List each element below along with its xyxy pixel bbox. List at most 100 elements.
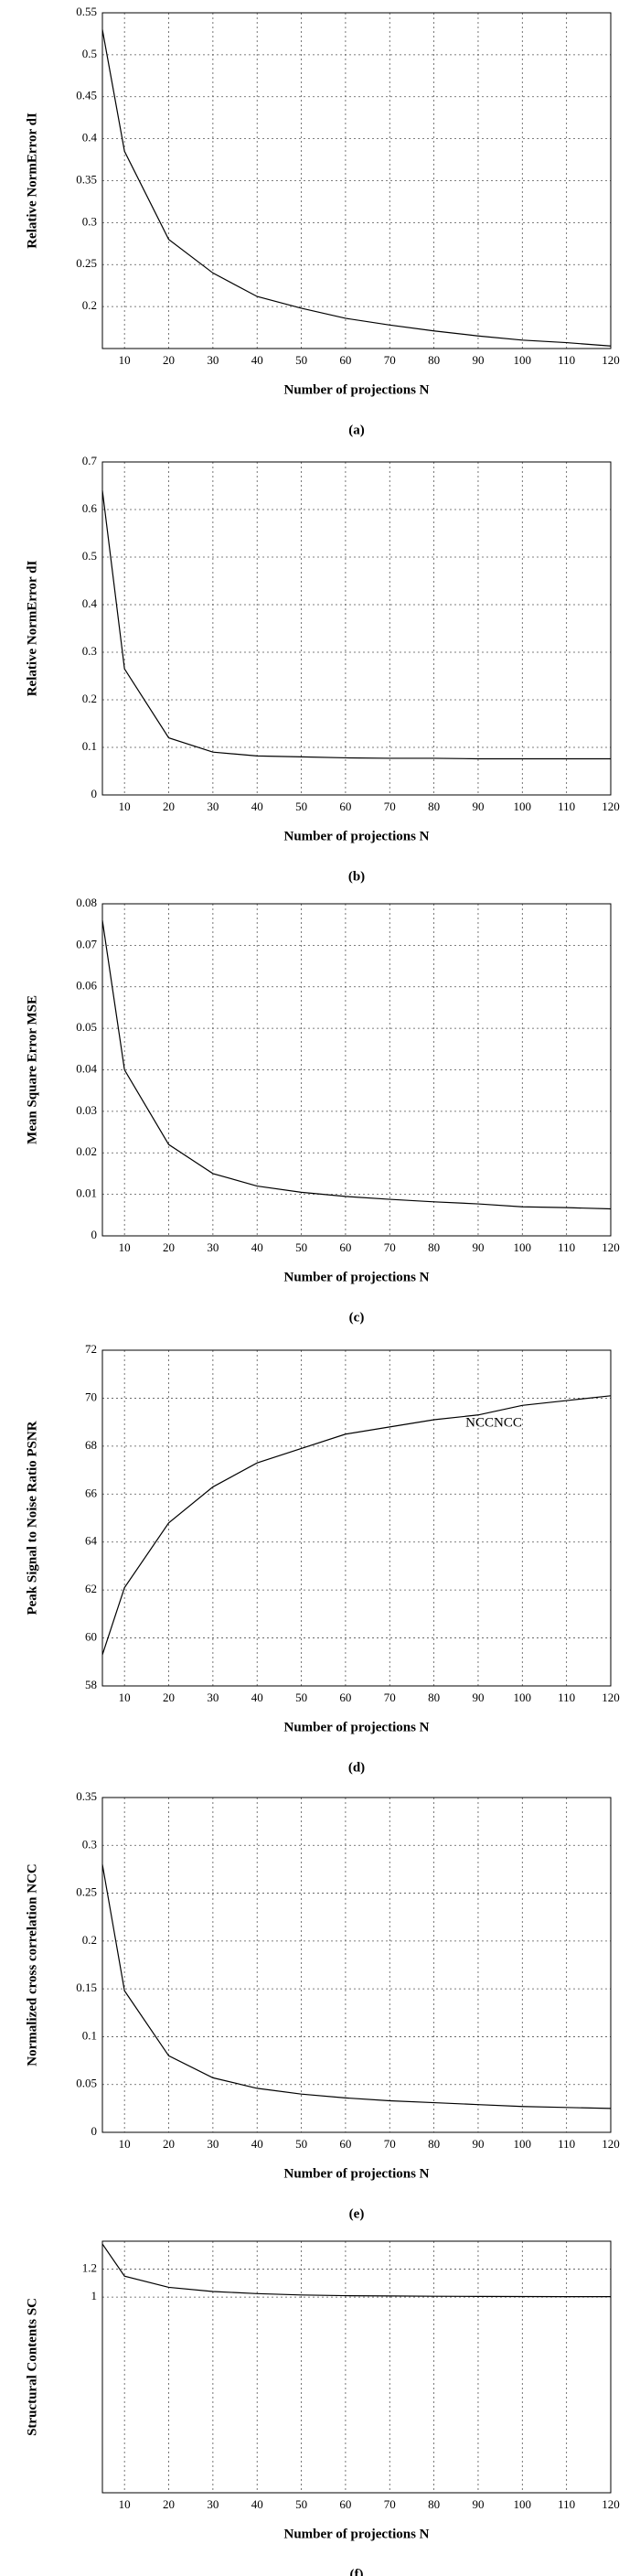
y-tick-label: 0.25	[76, 1885, 97, 1899]
x-tick-label: 30	[207, 800, 219, 813]
y-tick-label: 0.05	[76, 2077, 97, 2090]
x-tick-label: 40	[251, 2497, 263, 2511]
plot-frame	[101, 2240, 612, 2494]
plot-frame	[101, 903, 612, 1237]
x-tick-label: 70	[384, 2497, 396, 2511]
y-tick-label: 68	[85, 1438, 97, 1452]
y-tick-label: 0.55	[76, 5, 97, 18]
y-tick-label: 0	[91, 787, 98, 800]
y-tick-label: 0.1	[82, 739, 97, 753]
y-tick-label: 0.3	[82, 1837, 97, 1851]
x-tick-label: 80	[428, 800, 440, 813]
caption: (a)	[348, 423, 365, 437]
x-tick-label: 20	[163, 2497, 175, 2511]
x-tick-label: 120	[602, 2137, 620, 2151]
y-tick-label: 1.2	[82, 2261, 97, 2275]
plot-frame	[101, 461, 612, 796]
x-tick-label: 10	[119, 800, 131, 813]
x-tick-label: 100	[514, 800, 532, 813]
y-tick-label: 0.5	[82, 47, 97, 60]
x-axis-label: Number of projections N	[283, 829, 429, 843]
x-tick-label: 20	[163, 1690, 175, 1704]
x-tick-label: 100	[514, 353, 532, 367]
x-tick-label: 50	[295, 800, 307, 813]
data-line	[101, 1864, 612, 2109]
y-tick-label: 58	[85, 1678, 97, 1691]
y-tick-label: 0.3	[82, 214, 97, 228]
x-tick-label: 70	[384, 353, 396, 367]
data-line	[101, 2243, 611, 2298]
x-tick-label: 80	[428, 1240, 440, 1254]
y-tick-label: 0.2	[82, 1933, 97, 1947]
x-axis-label: Number of projections N	[283, 1720, 429, 1734]
y-tick-label: 0.04	[76, 1061, 97, 1075]
x-tick-label: 100	[514, 2137, 532, 2151]
y-tick-label: 0.6	[82, 501, 98, 515]
x-tick-label: 110	[558, 2137, 575, 2151]
x-tick-label: 100	[514, 2497, 532, 2511]
plot-frame	[101, 12, 612, 349]
y-tick-label: 0.7	[82, 454, 98, 467]
y-tick-label: 0.45	[76, 89, 97, 102]
x-tick-label: 110	[558, 353, 575, 367]
y-tick-label: 0.08	[76, 896, 97, 909]
x-tick-label: 50	[295, 1690, 307, 1704]
x-tick-label: 30	[207, 1240, 219, 1254]
y-tick-label: 1	[91, 2289, 98, 2302]
x-tick-label: 110	[558, 800, 575, 813]
x-tick-label: 90	[472, 353, 484, 367]
x-tick-label: 40	[251, 1240, 263, 1254]
x-tick-label: 10	[119, 1240, 131, 1254]
caption: (c)	[349, 1310, 365, 1325]
data-line	[101, 29, 612, 347]
caption: (f)	[350, 2567, 364, 2576]
x-tick-label: 10	[119, 2137, 131, 2151]
x-tick-label: 110	[558, 1240, 575, 1254]
x-tick-label: 10	[119, 1690, 131, 1704]
x-tick-label: 40	[251, 353, 263, 367]
y-tick-label: 0.5	[82, 549, 97, 563]
x-tick-label: 40	[251, 1690, 263, 1704]
x-tick-label: 90	[472, 2497, 484, 2511]
y-tick-label: 0.35	[76, 172, 97, 186]
y-axis-label: Relative NormError dI	[25, 561, 39, 697]
y-tick-label: 0.01	[76, 1186, 97, 1200]
x-tick-label: 60	[339, 2137, 351, 2151]
x-tick-label: 90	[472, 2137, 484, 2151]
x-tick-label: 50	[295, 353, 307, 367]
x-tick-label: 100	[514, 1690, 532, 1704]
data-line	[101, 490, 611, 760]
x-tick-label: 70	[384, 2137, 396, 2151]
y-tick-label: 0.2	[82, 692, 97, 705]
y-tick-label: 0.3	[82, 644, 97, 658]
y-tick-label: 0.07	[76, 937, 97, 950]
x-tick-label: 90	[472, 800, 484, 813]
x-tick-label: 60	[339, 1240, 351, 1254]
x-tick-label: 60	[339, 353, 351, 367]
x-tick-label: 80	[428, 2497, 440, 2511]
y-tick-label: 0.15	[76, 1980, 97, 1994]
x-tick-label: 20	[163, 353, 175, 367]
plot-frame	[101, 1349, 612, 1687]
y-tick-label: 0.1	[82, 2028, 97, 2042]
x-tick-label: 20	[163, 2137, 175, 2151]
caption: (d)	[348, 1760, 365, 1775]
x-tick-label: 120	[602, 2497, 620, 2511]
x-tick-label: 30	[207, 1690, 219, 1704]
y-tick-label: 0.4	[82, 131, 98, 145]
x-axis-label: Number of projections N	[283, 2166, 429, 2181]
x-tick-label: 120	[602, 1690, 620, 1704]
caption: (b)	[348, 869, 365, 884]
y-tick-label: 0	[91, 2124, 98, 2138]
x-tick-label: 10	[119, 353, 131, 367]
caption: (e)	[349, 2206, 365, 2221]
x-tick-label: 70	[384, 1690, 396, 1704]
x-tick-label: 60	[339, 1690, 351, 1704]
y-tick-label: 0.03	[76, 1103, 97, 1117]
y-tick-label: 0.02	[76, 1144, 97, 1158]
y-tick-label: 0	[91, 1228, 98, 1241]
annotation: NCCNCC	[465, 1415, 522, 1430]
y-axis-label: Structural Contents SC	[25, 2298, 39, 2436]
plot-frame	[101, 1797, 612, 2133]
x-tick-label: 20	[163, 800, 175, 813]
